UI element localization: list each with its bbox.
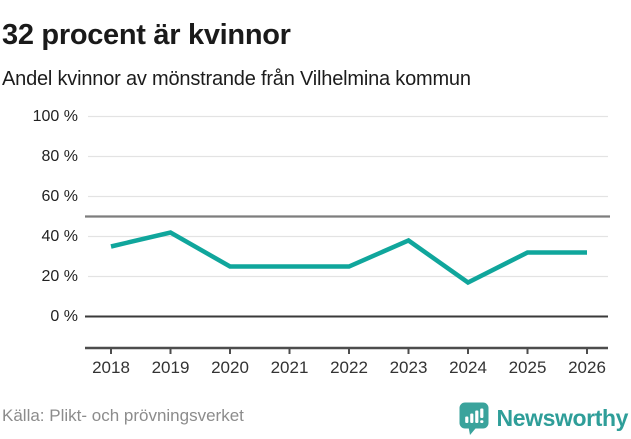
data-line: [110, 230, 587, 286]
x-axis-label: 2023: [389, 358, 428, 377]
chart-subtitle: Andel kvinnor av mönstrande från Vilhelm…: [2, 68, 471, 90]
newsworthy-logo: Newsworthy: [458, 401, 628, 436]
y-axis-label: 40 %: [41, 227, 78, 245]
y-axis-label: 80 %: [41, 147, 78, 165]
chart-title: 32 procent är kvinnor: [2, 19, 291, 52]
x-axis-label: 2026: [568, 358, 606, 377]
y-axis-label: 100 %: [32, 107, 78, 125]
x-axis-label: 2020: [211, 358, 249, 377]
y-axis-label: 60 %: [41, 187, 78, 205]
x-axis-label: 2021: [270, 358, 309, 377]
y-axis-label: 0 %: [50, 307, 78, 325]
x-axis-label: 2018: [92, 358, 130, 377]
x-axis-label: 2019: [151, 358, 190, 377]
x-axis-label: 2022: [330, 358, 368, 377]
source-note: Källa: Plikt- och prövningsverket: [2, 406, 244, 425]
x-axis-label: 2024: [449, 358, 487, 377]
x-axis-label: 2025: [508, 358, 547, 377]
bar-chart-speech-bubble-icon: [459, 402, 489, 435]
y-axis-label: 20 %: [41, 267, 78, 285]
newsworthy-wordmark: Newsworthy: [496, 405, 629, 431]
